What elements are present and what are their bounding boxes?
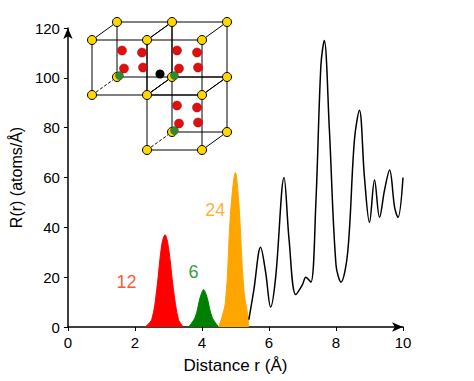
svg-text:40: 40 — [43, 219, 60, 236]
svg-text:120: 120 — [35, 20, 60, 37]
svg-text:R(r) (atoms/Å): R(r) (atoms/Å) — [7, 127, 25, 228]
svg-text:2: 2 — [131, 334, 139, 351]
svg-text:0: 0 — [52, 319, 60, 336]
svg-text:10: 10 — [395, 334, 412, 351]
svg-text:24: 24 — [205, 200, 225, 220]
svg-text:4: 4 — [198, 334, 206, 351]
svg-text:60: 60 — [43, 169, 60, 186]
svg-text:20: 20 — [43, 269, 60, 286]
svg-text:0: 0 — [64, 334, 72, 351]
svg-text:6: 6 — [189, 262, 199, 282]
svg-text:6: 6 — [265, 334, 273, 351]
svg-text:80: 80 — [43, 119, 60, 136]
svg-text:100: 100 — [35, 69, 60, 86]
svg-text:12: 12 — [117, 272, 137, 292]
svg-text:Distance r (Å): Distance r (Å) — [184, 356, 288, 375]
svg-text:8: 8 — [332, 334, 340, 351]
